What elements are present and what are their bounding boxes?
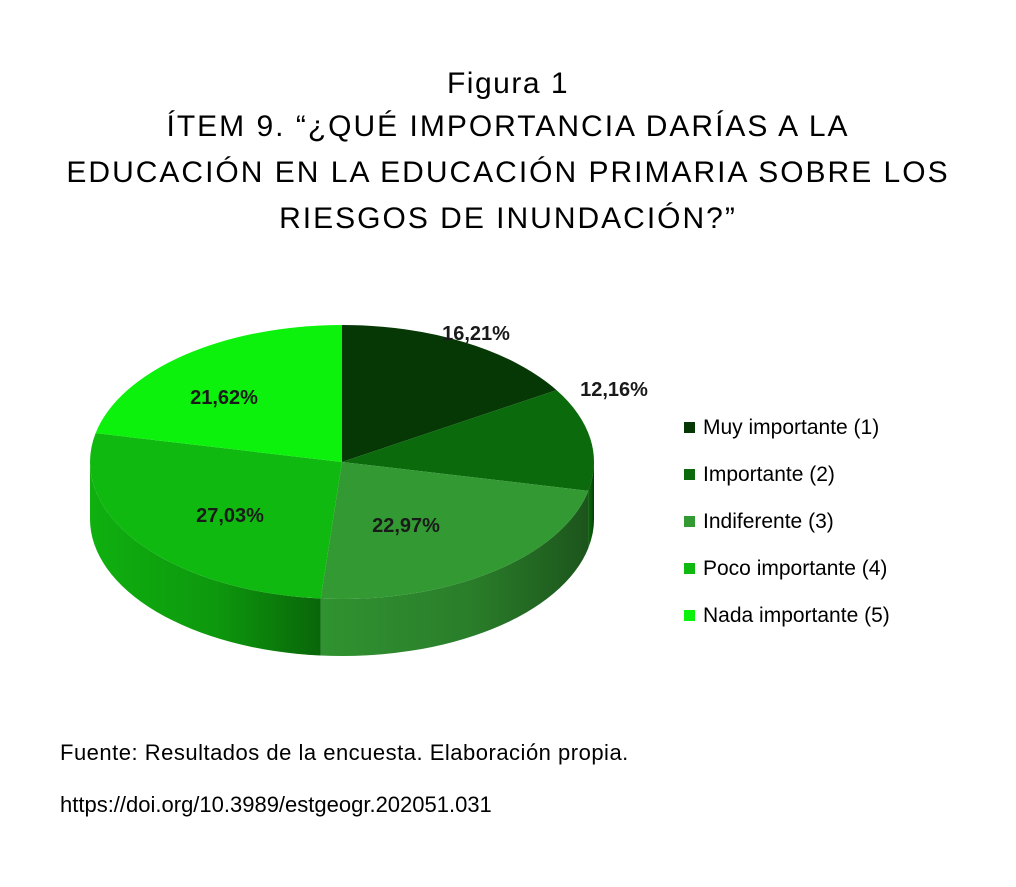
legend: Muy importante (1) Importante (2) Indife… bbox=[684, 404, 890, 639]
figure-label: Figura 1 bbox=[446, 67, 570, 100]
source-note: Fuente: Resultados de la encuesta. Elabo… bbox=[60, 740, 629, 765]
legend-label: Importante (2) bbox=[703, 462, 835, 486]
value-label-poco-importante: 27,03% bbox=[196, 505, 264, 527]
legend-label: Poco importante (4) bbox=[703, 556, 888, 580]
pie-side-shade-indiferente bbox=[320, 490, 589, 656]
figure-title-block: Figura 1 Ítem 9. “¿Qué importancia daría… bbox=[0, 64, 1016, 242]
figure-title-line-2: educación en la educación primaria sobre… bbox=[66, 156, 950, 189]
legend-swatch bbox=[684, 610, 695, 621]
legend-item-indiferente: Indiferente (3) bbox=[684, 498, 890, 545]
legend-item-nada-importante: Nada importante (5) bbox=[684, 592, 890, 639]
value-label-indiferente: 22,97% bbox=[372, 515, 440, 537]
legend-swatch bbox=[684, 563, 695, 574]
doi-link[interactable]: https://doi.org/10.3989/estgeogr.202051.… bbox=[60, 792, 492, 817]
legend-item-muy-importante: Muy importante (1) bbox=[684, 404, 890, 451]
legend-label: Muy importante (1) bbox=[703, 415, 880, 439]
legend-swatch bbox=[684, 516, 695, 527]
figure-title-line-3: riesgos de inundación?” bbox=[279, 202, 737, 235]
pie-tops bbox=[89, 325, 594, 599]
value-label-nada-importante: 21,62% bbox=[190, 387, 258, 409]
legend-swatch bbox=[684, 422, 695, 433]
legend-item-importante: Importante (2) bbox=[684, 451, 890, 498]
legend-swatch bbox=[684, 469, 695, 480]
pie-sides bbox=[90, 462, 594, 656]
pie-slice-indiferente bbox=[320, 462, 589, 599]
pie-side-shade-importante bbox=[588, 462, 594, 548]
legend-item-poco-importante: Poco importante (4) bbox=[684, 545, 890, 592]
pie-slice-nada-importante bbox=[95, 325, 343, 462]
pie-slice-muy-importante bbox=[342, 325, 557, 462]
legend-label: Nada importante (5) bbox=[703, 603, 890, 627]
pie-labels: 16,21% 12,16% 22,97% 27,03% 21,62% bbox=[190, 323, 648, 537]
pie-slice-importante bbox=[342, 390, 594, 491]
pie-slice-poco-importante bbox=[89, 433, 342, 599]
figure-title-line-1: Ítem 9. “¿Qué importancia darías a la bbox=[166, 110, 850, 143]
value-label-importante: 12,16% bbox=[580, 379, 648, 401]
legend-label: Indiferente (3) bbox=[703, 509, 834, 533]
value-label-muy-importante: 16,21% bbox=[442, 323, 510, 345]
pie-side-shade-poco-importante bbox=[90, 462, 321, 656]
